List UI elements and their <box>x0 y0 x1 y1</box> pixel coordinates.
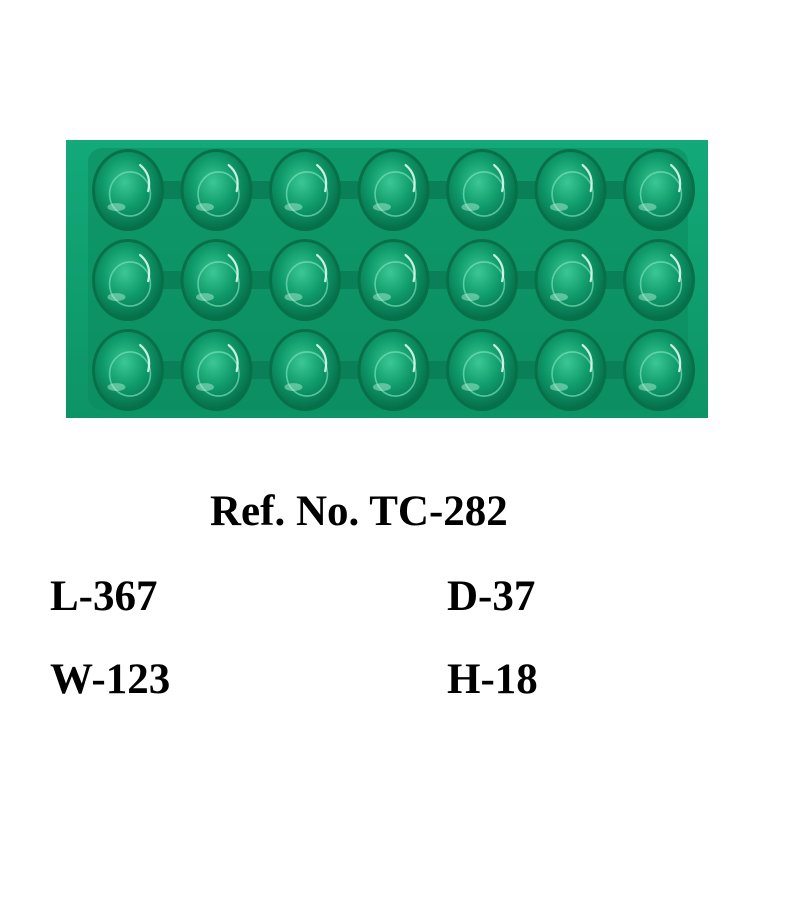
tray-pocket <box>357 149 430 231</box>
dimension-width: W-123 <box>50 656 171 703</box>
tray-pocket <box>269 329 341 411</box>
blister-tray-image <box>66 140 708 418</box>
tray-pocket <box>623 239 695 321</box>
tray-pocket <box>357 239 430 321</box>
tray-pocket <box>446 329 518 411</box>
tray-pocket <box>623 329 695 411</box>
tray-pocket <box>357 329 430 411</box>
tray-pocket <box>446 149 518 231</box>
tray-pocket <box>269 149 341 231</box>
reference-number: Ref. No. TC-282 <box>210 488 508 535</box>
dimension-height: H-18 <box>447 656 538 703</box>
tray-pocket <box>534 239 607 321</box>
tray-pocket <box>92 329 164 411</box>
tray-pocket <box>92 239 164 321</box>
tray-pocket <box>534 329 607 411</box>
dimension-depth: D-37 <box>447 573 536 620</box>
tray-pocket <box>180 239 253 321</box>
tray-pocket <box>623 149 695 231</box>
tray-pocket <box>180 329 253 411</box>
tray-pocket <box>446 239 518 321</box>
tray-pockets <box>92 149 695 411</box>
tray-pocket <box>269 239 341 321</box>
dimension-length: L-367 <box>50 573 158 620</box>
tray-pocket <box>534 149 607 231</box>
product-photo-tray <box>66 140 708 418</box>
tray-pocket <box>180 149 253 231</box>
tray-pocket <box>92 149 164 231</box>
